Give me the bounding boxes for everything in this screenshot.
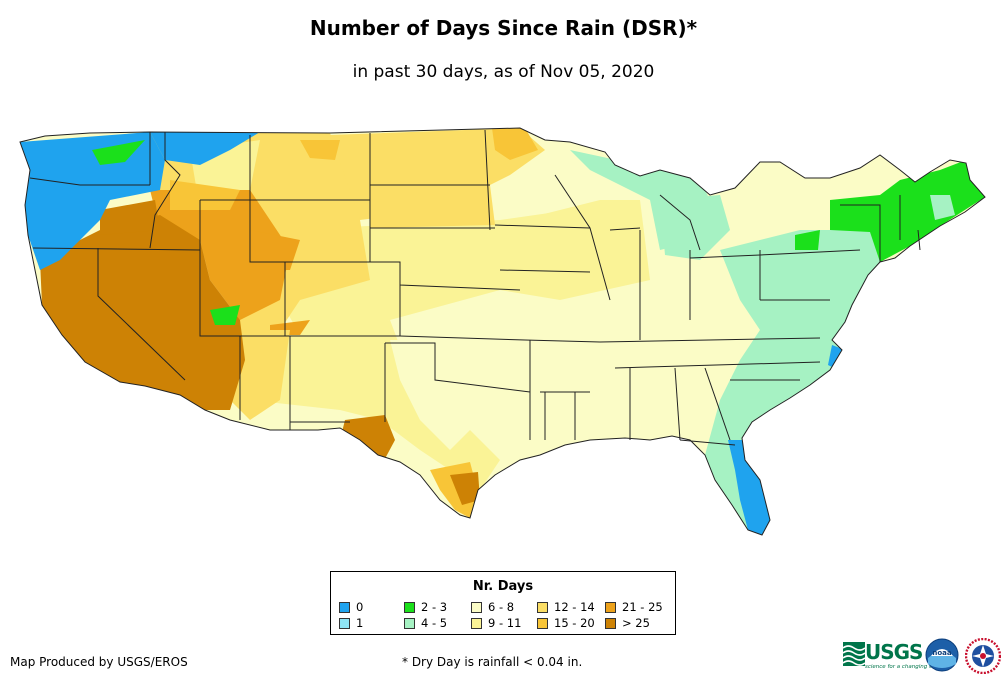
legend-swatch (471, 618, 482, 629)
legend-item-7: 15 - 20 (537, 617, 595, 631)
legend-item-1: 1 (339, 617, 363, 631)
usgs-wave-icon (843, 642, 865, 666)
noaa-logo-icon: noaa (925, 638, 959, 672)
map-credit: Map Produced by USGS/EROS (10, 655, 188, 669)
legend-item-8: 21 - 25 (605, 601, 663, 615)
dsr-map (19, 127, 986, 536)
legend-item-5: 9 - 11 (471, 617, 521, 631)
legend-swatch (605, 602, 616, 613)
legend-title: Nr. Days (472, 579, 534, 594)
legend-item-2: 2 - 3 (404, 601, 447, 615)
map-subtitle: in past 30 days, as of Nov 05, 2020 (352, 62, 655, 82)
legend-swatch (404, 602, 415, 613)
legend-swatch (605, 618, 616, 629)
dsr-color-regions (20, 128, 985, 535)
legend-swatch (537, 602, 548, 613)
legend: Nr. Days 0 1 2 - 3 4 - 5 6 - 8 9 - 11 12… (330, 571, 676, 635)
map-title: Number of Days Since Rain (DSR)* (309, 16, 698, 40)
legend-swatch (339, 618, 350, 629)
legend-swatch (404, 618, 415, 629)
state-borders (19, 127, 986, 536)
agency-logos: USGS science for a changing world noaa (843, 636, 1005, 678)
legend-item-6: 12 - 14 (537, 601, 595, 615)
legend-swatch (339, 602, 350, 613)
usgs-tagline: science for a changing world (865, 664, 945, 670)
legend-swatch (537, 618, 548, 629)
legend-item-0: 0 (339, 601, 363, 615)
nws-logo-icon (965, 638, 1001, 674)
usgs-logo-text: USGS (865, 640, 923, 664)
svg-text:noaa: noaa (932, 649, 952, 657)
legend-swatch (471, 602, 482, 613)
legend-item-9: > 25 (605, 617, 650, 631)
dry-day-note: * Dry Day is rainfall < 0.04 in. (402, 655, 583, 669)
legend-item-3: 4 - 5 (404, 617, 447, 631)
legend-item-4: 6 - 8 (471, 601, 514, 615)
